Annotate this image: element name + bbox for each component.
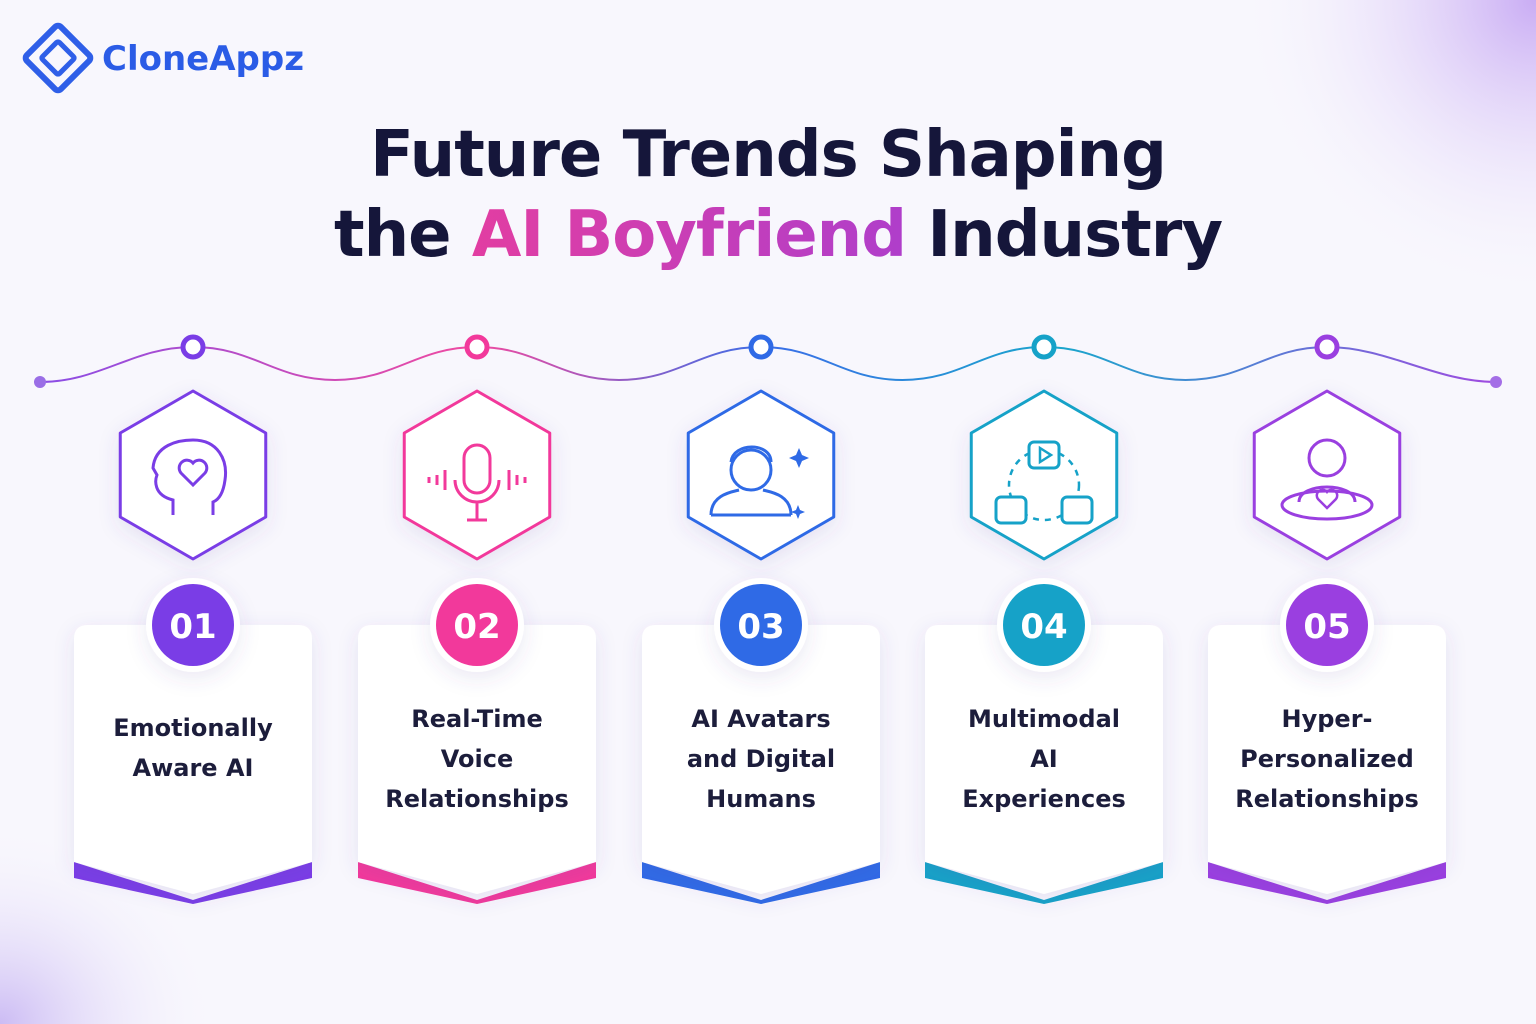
trend-card: 01 Emotionally Aware AI bbox=[74, 334, 312, 904]
card-number: 01 bbox=[169, 607, 216, 647]
icon bbox=[177, 458, 209, 488]
number-badge bbox=[152, 584, 234, 666]
number-badge bbox=[1286, 584, 1368, 666]
card-label: Relationships bbox=[1235, 785, 1419, 813]
icon-group bbox=[709, 445, 809, 519]
icon-group bbox=[994, 440, 1094, 525]
timeline-node bbox=[464, 334, 490, 360]
card-number: 03 bbox=[737, 607, 784, 647]
card-label: Emotionally bbox=[113, 714, 273, 742]
icon-hexagon bbox=[969, 389, 1119, 561]
card-number: 02 bbox=[453, 607, 500, 647]
title-line: the AI Boyfriend Industry bbox=[334, 198, 1222, 272]
timeline-end bbox=[1490, 376, 1502, 388]
card-label: and Digital bbox=[687, 745, 835, 773]
card-accent bbox=[358, 862, 596, 904]
logo-icon bbox=[22, 22, 94, 94]
icon bbox=[1007, 448, 1081, 522]
icon bbox=[1307, 438, 1347, 478]
icon bbox=[1038, 445, 1054, 465]
trend-card: 02 Real-Time Voice Relationships bbox=[358, 334, 596, 904]
trend-card: 05 Hyper- Personalized Relationships bbox=[1208, 334, 1446, 904]
card-label: Humans bbox=[706, 785, 816, 813]
icon bbox=[1315, 488, 1339, 510]
card-body bbox=[642, 625, 880, 894]
card-accent bbox=[1208, 862, 1446, 904]
number-badge bbox=[436, 584, 518, 666]
icon bbox=[1060, 495, 1094, 525]
icon bbox=[462, 443, 492, 495]
timeline-node bbox=[1314, 334, 1340, 360]
icon bbox=[994, 495, 1028, 525]
icon bbox=[151, 438, 228, 515]
card-accent bbox=[74, 862, 312, 904]
card-label: AI bbox=[1030, 745, 1058, 773]
timeline-node bbox=[748, 334, 774, 360]
card-body bbox=[925, 625, 1163, 894]
card-label: Real-Time bbox=[411, 705, 543, 733]
card-label: Relationships bbox=[385, 785, 569, 813]
timeline-node bbox=[1031, 334, 1057, 360]
timeline-end bbox=[34, 376, 46, 388]
title-part: the bbox=[334, 198, 451, 272]
card-label: Voice bbox=[441, 745, 513, 773]
timeline-node bbox=[180, 334, 206, 360]
icon bbox=[709, 445, 793, 517]
card-body bbox=[1208, 625, 1446, 894]
icon bbox=[729, 448, 773, 492]
card-label: AI Avatars bbox=[691, 705, 830, 733]
card-label: Personalized bbox=[1240, 745, 1414, 773]
icon-hexagon bbox=[118, 389, 268, 561]
card-body bbox=[74, 625, 312, 894]
card-number: 04 bbox=[1020, 607, 1067, 647]
card-label: Hyper- bbox=[1282, 705, 1373, 733]
card-label: Multimodal bbox=[968, 705, 1120, 733]
title-part: Industry bbox=[927, 198, 1222, 272]
icon-group bbox=[1280, 438, 1374, 521]
card-number: 05 bbox=[1303, 607, 1350, 647]
card-accent bbox=[925, 862, 1163, 904]
icon-group bbox=[151, 438, 228, 515]
card-label: Experiences bbox=[962, 785, 1126, 813]
logo-text: CloneAppz bbox=[102, 39, 304, 79]
icon bbox=[427, 470, 527, 522]
card-label: Aware AI bbox=[133, 754, 254, 782]
icon bbox=[1297, 485, 1357, 503]
icon-group bbox=[427, 443, 527, 522]
icon-hexagon bbox=[686, 389, 836, 561]
number-badge bbox=[720, 584, 802, 666]
title-highlight: AI Boyfriend bbox=[472, 198, 906, 272]
title-line: Future Trends Shaping bbox=[370, 118, 1166, 192]
trend-card: 04 Multimodal AI Experiences bbox=[925, 334, 1163, 904]
icon bbox=[1027, 440, 1061, 470]
icon bbox=[789, 448, 809, 519]
card-body bbox=[358, 625, 596, 894]
bg-blob bbox=[1236, 0, 1536, 300]
number-badge bbox=[1003, 584, 1085, 666]
trend-card: 03 AI Avatars and Digital Humans bbox=[642, 334, 880, 904]
card-accent bbox=[642, 862, 880, 904]
icon-hexagon bbox=[402, 389, 552, 561]
